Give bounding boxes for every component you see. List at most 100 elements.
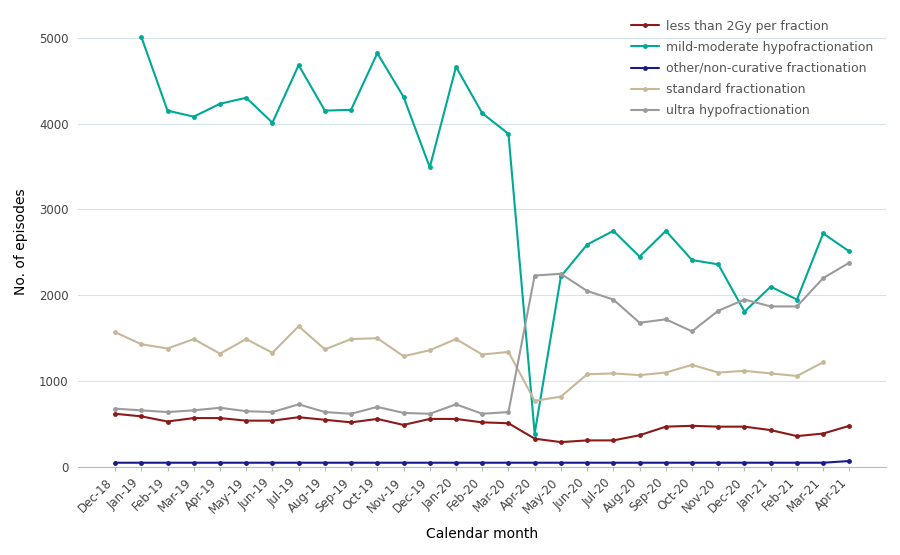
ultra hypofractionation	[634, 320, 645, 326]
Line: less than 2Gy per fraction: less than 2Gy per fraction	[112, 411, 851, 445]
less than 2Gy per fraction	[661, 423, 671, 430]
standard fractionation	[110, 329, 121, 336]
ultra hypofractionation	[791, 303, 802, 310]
standard fractionation	[320, 346, 330, 353]
other/non-curative fractionation	[110, 460, 121, 466]
X-axis label: Calendar month: Calendar month	[427, 527, 538, 541]
mild-moderate hypofractionation	[608, 228, 619, 234]
mild-moderate hypofractionation	[372, 50, 382, 57]
less than 2Gy per fraction	[529, 435, 540, 442]
standard fractionation	[162, 345, 173, 352]
standard fractionation	[555, 393, 566, 400]
less than 2Gy per fraction	[241, 417, 252, 424]
other/non-curative fractionation	[529, 460, 540, 466]
ultra hypofractionation	[765, 303, 776, 310]
less than 2Gy per fraction	[713, 423, 724, 430]
ultra hypofractionation	[713, 307, 724, 314]
mild-moderate hypofractionation	[162, 107, 173, 114]
less than 2Gy per fraction	[503, 420, 514, 427]
standard fractionation	[529, 397, 540, 404]
ultra hypofractionation	[503, 408, 514, 415]
ultra hypofractionation	[661, 316, 671, 322]
other/non-curative fractionation	[555, 460, 566, 466]
less than 2Gy per fraction	[372, 416, 382, 422]
ultra hypofractionation	[293, 401, 304, 408]
other/non-curative fractionation	[844, 458, 855, 465]
ultra hypofractionation	[241, 408, 252, 415]
ultra hypofractionation	[267, 408, 278, 415]
less than 2Gy per fraction	[818, 430, 829, 437]
other/non-curative fractionation	[713, 460, 724, 466]
mild-moderate hypofractionation	[136, 33, 147, 40]
other/non-curative fractionation	[162, 460, 173, 466]
ultra hypofractionation	[188, 407, 199, 413]
standard fractionation	[634, 372, 645, 379]
ultra hypofractionation	[581, 287, 592, 294]
standard fractionation	[765, 370, 776, 377]
mild-moderate hypofractionation	[346, 107, 356, 113]
other/non-curative fractionation	[818, 460, 829, 466]
standard fractionation	[687, 361, 698, 368]
other/non-curative fractionation	[214, 460, 225, 466]
other/non-curative fractionation	[791, 460, 802, 466]
less than 2Gy per fraction	[765, 427, 776, 433]
less than 2Gy per fraction	[425, 416, 436, 422]
less than 2Gy per fraction	[214, 415, 225, 421]
other/non-curative fractionation	[267, 460, 278, 466]
ultra hypofractionation	[608, 296, 619, 303]
Line: standard fractionation: standard fractionation	[112, 324, 825, 403]
ultra hypofractionation	[320, 408, 330, 415]
less than 2Gy per fraction	[293, 414, 304, 421]
mild-moderate hypofractionation	[687, 257, 698, 264]
less than 2Gy per fraction	[267, 417, 278, 424]
other/non-curative fractionation	[581, 460, 592, 466]
mild-moderate hypofractionation	[555, 273, 566, 280]
mild-moderate hypofractionation	[425, 164, 436, 170]
less than 2Gy per fraction	[791, 433, 802, 440]
mild-moderate hypofractionation	[765, 284, 776, 290]
standard fractionation	[791, 372, 802, 379]
less than 2Gy per fraction	[739, 423, 750, 430]
standard fractionation	[136, 341, 147, 347]
standard fractionation	[188, 336, 199, 342]
mild-moderate hypofractionation	[214, 100, 225, 107]
other/non-curative fractionation	[477, 460, 488, 466]
less than 2Gy per fraction	[687, 422, 698, 429]
Line: other/non-curative fractionation: other/non-curative fractionation	[112, 458, 851, 465]
mild-moderate hypofractionation	[634, 253, 645, 260]
standard fractionation	[267, 350, 278, 356]
standard fractionation	[503, 349, 514, 355]
Line: ultra hypofractionation: ultra hypofractionation	[112, 260, 851, 416]
mild-moderate hypofractionation	[791, 296, 802, 303]
less than 2Gy per fraction	[844, 422, 855, 429]
mild-moderate hypofractionation	[713, 261, 724, 268]
other/non-curative fractionation	[503, 460, 514, 466]
Legend: less than 2Gy per fraction, mild-moderate hypofractionation, other/non-curative : less than 2Gy per fraction, mild-moderat…	[626, 13, 880, 123]
ultra hypofractionation	[162, 408, 173, 415]
standard fractionation	[739, 367, 750, 374]
less than 2Gy per fraction	[451, 416, 462, 422]
other/non-curative fractionation	[241, 460, 252, 466]
mild-moderate hypofractionation	[293, 62, 304, 68]
ultra hypofractionation	[529, 272, 540, 279]
other/non-curative fractionation	[608, 460, 619, 466]
ultra hypofractionation	[372, 403, 382, 410]
other/non-curative fractionation	[398, 460, 409, 466]
standard fractionation	[372, 335, 382, 341]
ultra hypofractionation	[477, 411, 488, 417]
ultra hypofractionation	[818, 275, 829, 281]
less than 2Gy per fraction	[477, 419, 488, 426]
ultra hypofractionation	[425, 411, 436, 417]
standard fractionation	[398, 353, 409, 360]
mild-moderate hypofractionation	[529, 430, 540, 437]
mild-moderate hypofractionation	[739, 308, 750, 315]
less than 2Gy per fraction	[608, 437, 619, 444]
mild-moderate hypofractionation	[451, 63, 462, 70]
mild-moderate hypofractionation	[398, 94, 409, 100]
less than 2Gy per fraction	[346, 419, 356, 426]
mild-moderate hypofractionation	[581, 241, 592, 248]
other/non-curative fractionation	[425, 460, 436, 466]
less than 2Gy per fraction	[320, 416, 330, 423]
Y-axis label: No. of episodes: No. of episodes	[14, 188, 28, 295]
ultra hypofractionation	[687, 328, 698, 335]
